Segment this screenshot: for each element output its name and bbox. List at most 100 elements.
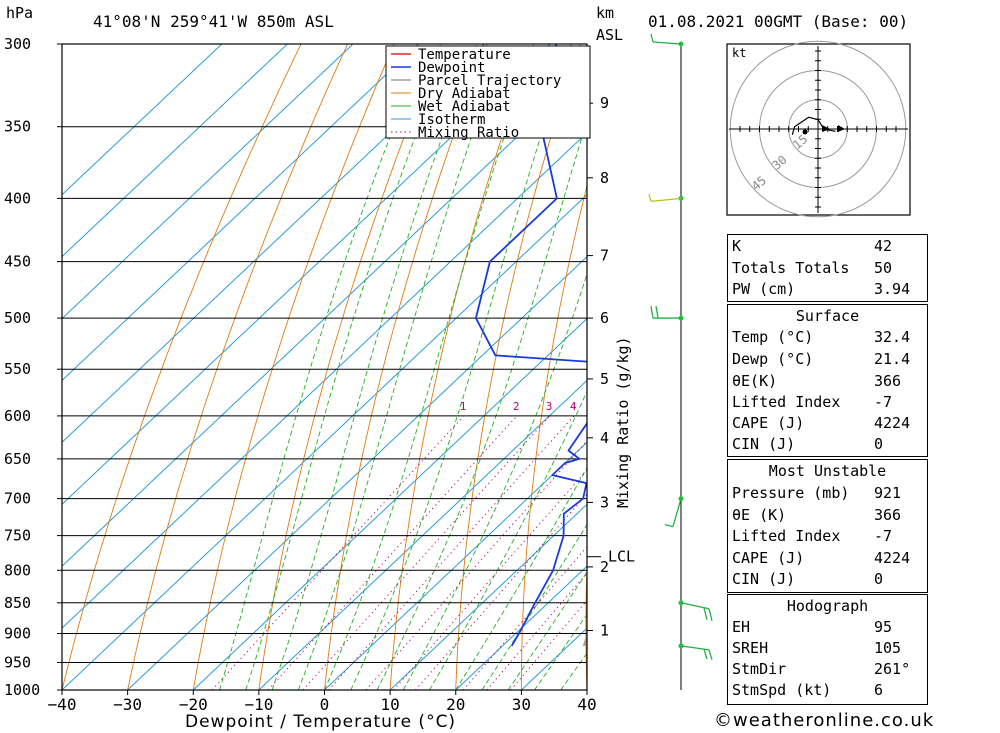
mixing-ratio-axis-label: Mixing Ratio (g/kg) (614, 336, 632, 508)
mixing-ratio-line (393, 469, 587, 690)
surface-temp-label: Temp (°C) (732, 328, 814, 346)
stmspd-label: StmSpd (kt) (732, 681, 832, 699)
mu-theta-label: θE (K) (732, 506, 787, 524)
wind-barb-feather (703, 607, 708, 620)
x-tick-label: 30 (512, 695, 531, 714)
legend-dry-adiabat: Dry Adiabat (418, 86, 511, 102)
isotherm-line (324, 441, 587, 690)
eh-label: EH (732, 618, 751, 636)
mu-li-row: Lifted Index -7 (732, 526, 923, 547)
x-tick-label: 0 (320, 695, 330, 714)
wind-barb-staff (652, 41, 682, 45)
isotherm-line (62, 44, 551, 505)
totals-totals-label: Totals Totals (732, 259, 850, 277)
isotherm-line (389, 503, 587, 690)
surface-theta-label: θE(K) (732, 372, 778, 390)
k-index-value: 42 (874, 237, 893, 255)
surface-cin-value: 0 (874, 435, 884, 453)
wet-adiabat-line (507, 571, 587, 690)
wind-barb-staff (672, 498, 682, 527)
y-tick-label: 900 (4, 625, 31, 643)
dry-adiabat-line (62, 44, 302, 690)
isotherm-line (127, 255, 587, 690)
km-tick-label: 7 (600, 247, 609, 265)
eh-row: EH 95 (732, 617, 923, 638)
k-index-row: K 42 (732, 236, 923, 257)
x-tick-label: 10 (380, 695, 399, 714)
pressure-unit: hPa (6, 4, 33, 22)
isotherm-line (62, 44, 354, 320)
wind-barb (664, 498, 682, 528)
wind-barb-feather (655, 305, 659, 319)
stmdir-value: 261° (874, 660, 911, 678)
wind-barb-feather (650, 33, 654, 43)
y-tick-label: 650 (4, 450, 31, 468)
sreh-value: 105 (874, 639, 902, 657)
surface-li-value: -7 (874, 393, 893, 411)
surface-temp-value: 32.4 (874, 328, 911, 346)
wind-barb-feather (648, 194, 652, 202)
wind-barb (680, 645, 713, 661)
lcl-label: LCL (608, 548, 635, 566)
stmdir-row: StmDir 261° (732, 659, 923, 680)
y-tick-label: 550 (4, 360, 31, 378)
totals-totals-row: Totals Totals 50 (732, 258, 923, 279)
surface-dewp-row: Dewp (°C) 21.4 (732, 349, 923, 370)
mu-cin-row: CIN (J) 0 (732, 569, 923, 590)
y-tick-label: 750 (4, 527, 31, 545)
hodograph-panel: Hodograph EH 95 SREH 105 StmDir 261° StmSpd… (727, 594, 928, 705)
stmdir-label: StmDir (732, 660, 787, 678)
stmspd-row: StmSpd (kt) 6 (732, 680, 923, 701)
wet-adiabat-line (534, 613, 587, 690)
surface-li-label: Lifted Index (732, 393, 841, 411)
y-tick-label: 300 (4, 35, 31, 53)
dewpoint-profile (475, 44, 587, 647)
wind-level-marker (678, 496, 684, 502)
mixing-ratio-label: 10 (652, 400, 665, 413)
pw-value: 3.94 (874, 280, 911, 298)
copyright: ©weatheronline.co.uk (714, 710, 935, 731)
isotherm-line (62, 194, 587, 690)
wind-level-marker (678, 643, 684, 649)
x-tick-label: −10 (244, 695, 273, 714)
location-title: 41°08'N 259°41'W 850m ASL (93, 12, 334, 31)
legend-wet-adiabat: Wet Adiabat (418, 99, 511, 115)
y-tick-label: 500 (4, 309, 31, 327)
mixing-ratio-line (328, 415, 575, 690)
surface-theta-row: θE(K) 366 (732, 371, 923, 392)
datetime-label: 01.08.2021 00GMT (Base: 00) (648, 12, 908, 31)
mu-theta-row: θE (K) 366 (732, 505, 923, 526)
x-tick-label: −20 (179, 695, 208, 714)
y-tick-label: 600 (4, 407, 31, 425)
x-tick-label: −40 (48, 695, 77, 714)
stmspd-value: 6 (874, 681, 884, 699)
mu-theta-value: 366 (874, 506, 902, 524)
hodograph-storm-arrow (822, 125, 830, 132)
dry-adiabat-line (648, 44, 719, 690)
pw-label: PW (cm) (732, 280, 796, 298)
surface-cape-label: CAPE (J) (732, 414, 805, 432)
totals-totals-value: 50 (874, 259, 893, 277)
hodograph-storm-arrow (838, 125, 845, 132)
dry-adiabat-line (585, 553, 587, 690)
surface-dewp-label: Dewp (°C) (732, 350, 814, 368)
most-unstable-title: Most Unstable (768, 462, 887, 480)
isotherm-line (62, 44, 288, 258)
hodograph-title: Hodograph (786, 597, 869, 615)
mixing-ratio-label: 16 (697, 400, 710, 413)
km-tick-label: 4 (600, 429, 609, 447)
y-tick-label: 700 (4, 490, 31, 508)
isotherm-line (258, 379, 587, 690)
km-tick-label: 9 (600, 94, 609, 112)
km-tick-label: 2 (600, 558, 609, 576)
surface-theta-value: 366 (874, 372, 902, 390)
isotherm-line (455, 565, 587, 690)
km-tick-label: 6 (600, 309, 609, 327)
surface-panel: Surface Temp (°C) 32.4 Dewp (°C) 21.4 θE(K… (727, 304, 928, 457)
y-tick-label: 950 (4, 654, 31, 672)
legend-dewpoint: Dewpoint (418, 60, 485, 76)
y-tick-label: 400 (4, 189, 31, 207)
surface-cape-value: 4224 (874, 414, 911, 432)
mu-cape-value: 4224 (874, 549, 911, 567)
